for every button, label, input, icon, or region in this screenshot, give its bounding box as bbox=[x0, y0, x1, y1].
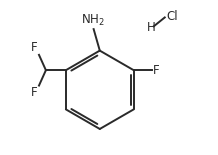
Text: F: F bbox=[31, 41, 38, 54]
Text: F: F bbox=[153, 64, 160, 77]
Text: NH$_2$: NH$_2$ bbox=[81, 12, 105, 28]
Text: H: H bbox=[147, 21, 156, 34]
Text: F: F bbox=[31, 86, 38, 99]
Text: Cl: Cl bbox=[167, 10, 178, 23]
